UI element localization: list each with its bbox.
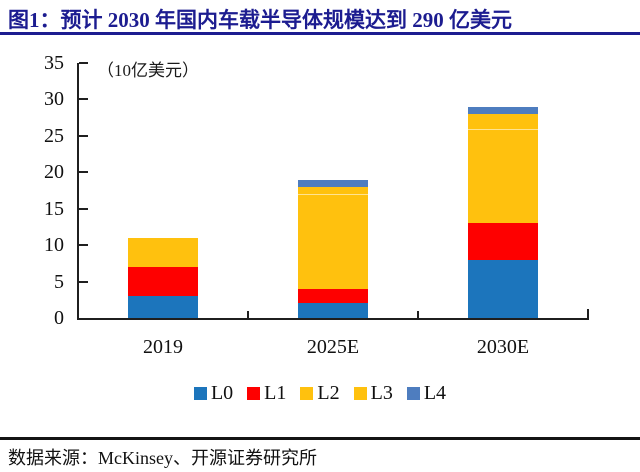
- legend-swatch-l4: [406, 387, 420, 400]
- bar-segment-l1-2019: [128, 267, 198, 297]
- legend-swatch-l1: [247, 387, 261, 400]
- y-axis-tick-label: 35: [44, 52, 64, 74]
- x-axis-category-label: 2030E: [476, 336, 530, 358]
- legend-swatch-l3: [353, 387, 367, 400]
- x-axis-tick: [417, 311, 419, 318]
- bar-segment-l3-2030e: [468, 114, 538, 130]
- y-axis-unit-label: （10亿美元）: [97, 61, 199, 80]
- y-axis-tick-label: 25: [44, 124, 64, 147]
- y-axis-tick-label: 15: [44, 197, 64, 220]
- y-axis-tick: [79, 62, 88, 64]
- legend-label-l0: L0: [210, 382, 234, 404]
- footer-divider: [0, 437, 640, 440]
- bar-segment-l2-2030e: [468, 128, 538, 224]
- title-underline: [0, 32, 640, 35]
- legend-item-l3: L3: [353, 382, 393, 405]
- legend-swatch-l0: [193, 387, 207, 400]
- x-axis-line: [77, 318, 589, 320]
- y-axis-tick: [79, 207, 88, 210]
- x-axis-tick: [247, 311, 249, 318]
- y-axis-tick: [79, 280, 88, 283]
- y-axis-tick-label: 10: [44, 234, 64, 257]
- bar-segment-l0-2025e: [298, 303, 368, 318]
- legend-label-l1: L1: [264, 382, 287, 404]
- chart-legend: L0 L1 L2 L3 L4: [0, 382, 640, 405]
- y-axis-tick: [79, 98, 88, 101]
- bar-segment-l4-2025e: [298, 179, 368, 187]
- figure-title: 图1：预计 2030 年国内车载半导体规模达到 290 亿美元: [8, 8, 512, 32]
- y-axis-line: [77, 63, 79, 320]
- legend-label-l2: L2: [317, 382, 340, 404]
- bar-segment-l2-2019: [128, 237, 198, 267]
- legend-item-l2: L2: [300, 382, 340, 405]
- bar-segment-l0-2030e: [468, 259, 538, 318]
- y-axis-tick: [79, 134, 88, 137]
- y-axis-tick: [79, 244, 88, 247]
- bar-segment-l0-2019: [128, 296, 198, 318]
- y-axis-tick-label: 30: [44, 88, 64, 111]
- legend-item-l1: L1: [247, 382, 286, 405]
- data-source-text: 数据来源：McKinsey、开源证券研究所: [8, 448, 317, 468]
- y-axis-tick-label: 0: [54, 307, 64, 329]
- bar-segment-l1-2030e: [468, 223, 538, 260]
- x-axis-category-label: 2025E: [306, 336, 360, 358]
- legend-swatch-l2: [300, 387, 314, 400]
- legend-item-l4: L4: [406, 382, 447, 405]
- bar-segment-l3-2025e: [298, 186, 368, 196]
- x-axis-end-tick: [587, 309, 589, 320]
- legend-label-l4: L4: [423, 382, 447, 404]
- legend-label-l3: L3: [370, 382, 393, 404]
- legend-item-l0: L0: [193, 382, 234, 405]
- bar-segment-l4-2030e: [468, 106, 538, 114]
- y-axis-tick: [79, 171, 88, 174]
- y-axis-tick-label: 5: [54, 270, 64, 293]
- bar-segment-l1-2025e: [298, 288, 368, 304]
- y-axis-tick-label: 20: [44, 161, 64, 184]
- bar-segment-l2-2025e: [298, 194, 368, 289]
- x-axis-category-label: 2019: [143, 336, 183, 358]
